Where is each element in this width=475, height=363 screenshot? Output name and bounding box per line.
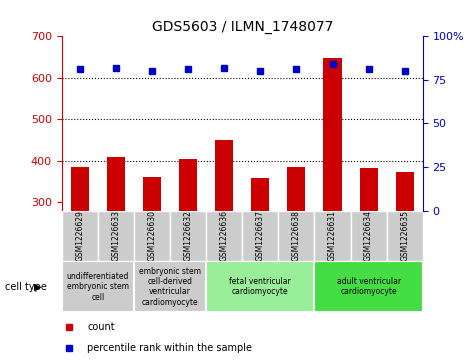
FancyBboxPatch shape bbox=[314, 211, 351, 261]
FancyBboxPatch shape bbox=[351, 211, 387, 261]
Text: adult ventricular
cardiomyocyte: adult ventricular cardiomyocyte bbox=[336, 277, 401, 297]
FancyBboxPatch shape bbox=[242, 211, 278, 261]
Text: embryonic stem
cell-derived
ventricular
cardiomyocyte: embryonic stem cell-derived ventricular … bbox=[139, 267, 201, 307]
FancyBboxPatch shape bbox=[170, 211, 206, 261]
FancyBboxPatch shape bbox=[314, 261, 423, 312]
FancyBboxPatch shape bbox=[62, 211, 98, 261]
Text: count: count bbox=[87, 322, 114, 332]
Text: ▶: ▶ bbox=[34, 282, 42, 292]
Bar bbox=[179, 159, 197, 327]
Bar bbox=[143, 178, 161, 327]
Text: percentile rank within the sample: percentile rank within the sample bbox=[87, 343, 252, 354]
Text: GSM1226630: GSM1226630 bbox=[148, 211, 156, 261]
Bar bbox=[71, 167, 89, 327]
Text: fetal ventricular
cardiomyocyte: fetal ventricular cardiomyocyte bbox=[229, 277, 291, 297]
Text: GSM1226634: GSM1226634 bbox=[364, 211, 373, 261]
Bar bbox=[107, 156, 125, 327]
Text: GSM1226632: GSM1226632 bbox=[184, 211, 192, 261]
FancyBboxPatch shape bbox=[387, 211, 423, 261]
FancyBboxPatch shape bbox=[278, 211, 314, 261]
Text: GSM1226633: GSM1226633 bbox=[112, 211, 120, 261]
Text: cell type: cell type bbox=[5, 282, 47, 292]
Text: GSM1226629: GSM1226629 bbox=[76, 211, 84, 261]
Bar bbox=[323, 58, 342, 327]
FancyBboxPatch shape bbox=[206, 261, 314, 312]
Title: GDS5603 / ILMN_1748077: GDS5603 / ILMN_1748077 bbox=[152, 20, 333, 34]
FancyBboxPatch shape bbox=[62, 261, 134, 312]
Text: GSM1226638: GSM1226638 bbox=[292, 211, 301, 261]
Text: GSM1226637: GSM1226637 bbox=[256, 211, 265, 261]
Text: undifferentiated
embryonic stem
cell: undifferentiated embryonic stem cell bbox=[66, 272, 129, 302]
Bar bbox=[287, 167, 305, 327]
Bar bbox=[251, 178, 269, 327]
Text: GSM1226636: GSM1226636 bbox=[220, 211, 228, 261]
Bar bbox=[360, 168, 378, 327]
Bar bbox=[396, 172, 414, 327]
FancyBboxPatch shape bbox=[206, 211, 242, 261]
Text: GSM1226631: GSM1226631 bbox=[328, 211, 337, 261]
Bar bbox=[215, 140, 233, 327]
FancyBboxPatch shape bbox=[134, 261, 206, 312]
FancyBboxPatch shape bbox=[98, 211, 134, 261]
Text: GSM1226635: GSM1226635 bbox=[400, 211, 409, 261]
FancyBboxPatch shape bbox=[134, 211, 170, 261]
